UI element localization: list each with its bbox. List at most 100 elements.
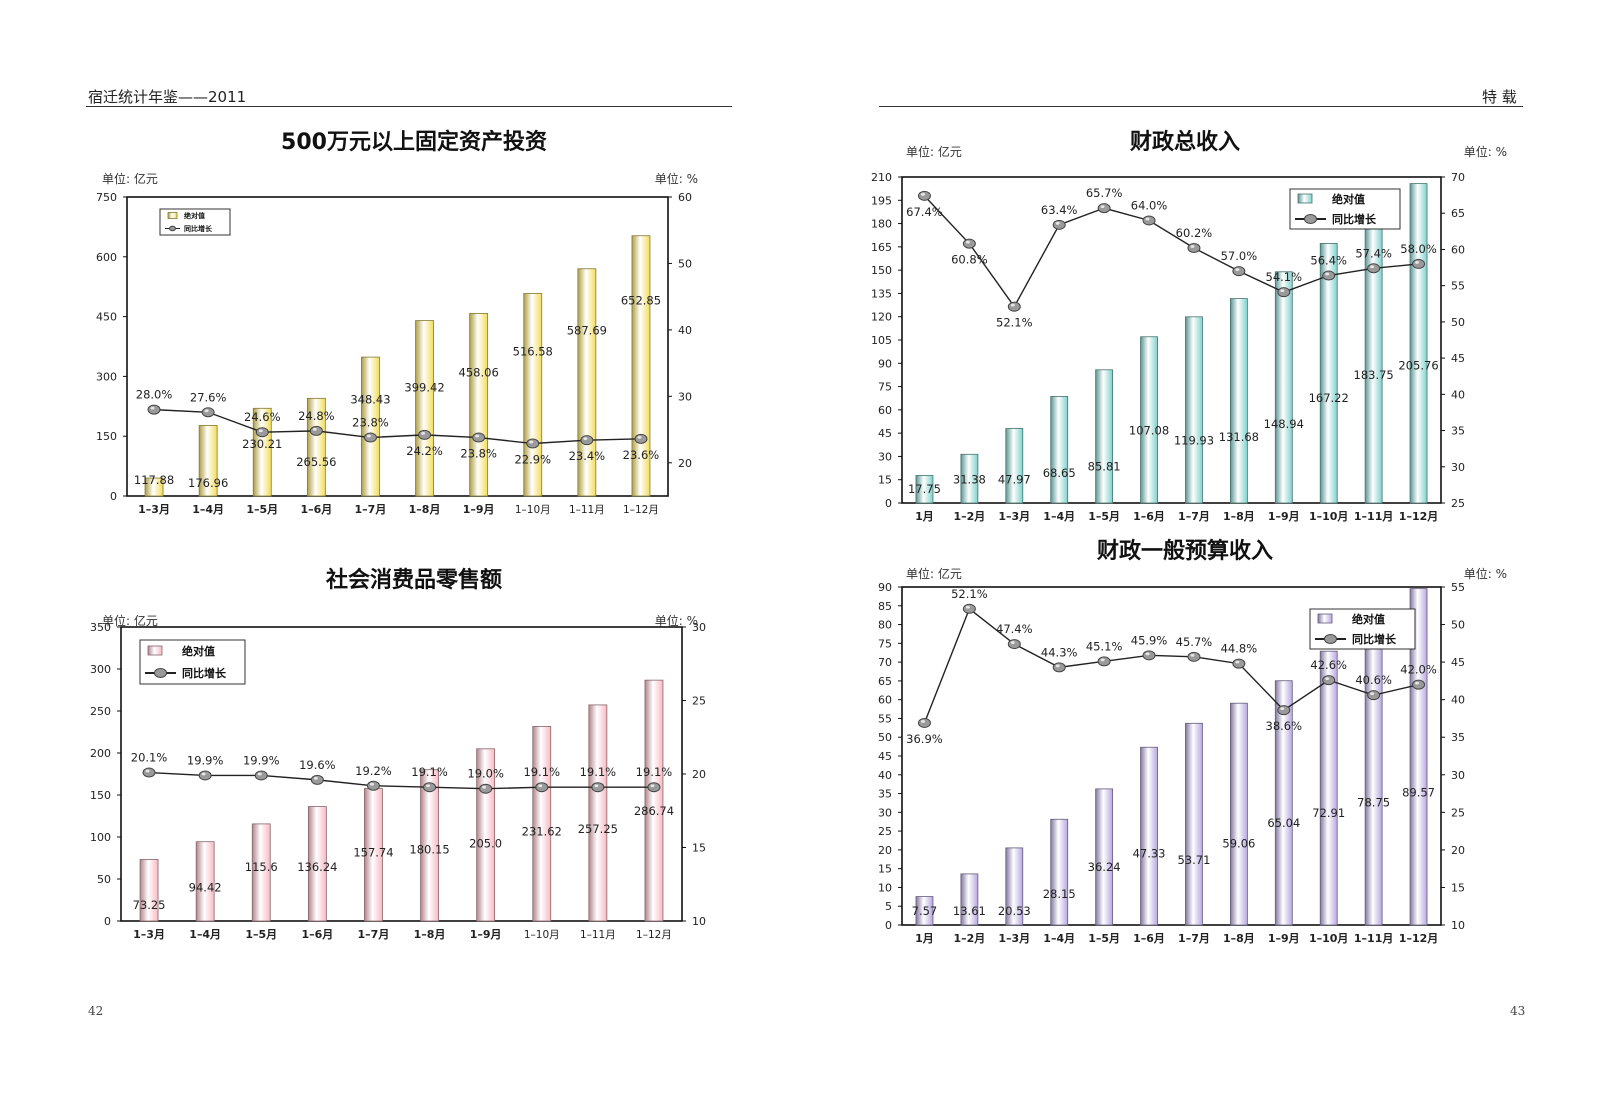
yoy-value-label: 44.8% <box>1221 642 1258 656</box>
yoy-value-label: 57.0% <box>1221 249 1258 263</box>
legend-yoy-label: 同比增长 <box>182 666 227 680</box>
left-axis-unit: 单位: 亿元 <box>906 566 962 581</box>
yoy-marker <box>1142 650 1156 661</box>
yoy-marker <box>1097 656 1111 667</box>
bar <box>420 769 439 922</box>
yoy-marker-highlight <box>145 769 150 773</box>
yoy-value-label: 19.1% <box>580 765 617 779</box>
x-category-label: 1–5月 <box>245 928 277 941</box>
yoy-marker-highlight <box>1370 265 1375 269</box>
right-tick-label: 60 <box>1451 243 1465 256</box>
x-category-label: 1–5月 <box>1088 510 1120 523</box>
left-tick-label: 15 <box>878 863 892 876</box>
x-category-label: 1月 <box>915 932 934 945</box>
bar <box>1319 243 1338 504</box>
yoy-value-label: 52.1% <box>996 316 1033 330</box>
yoy-marker-highlight <box>1415 261 1420 264</box>
yoy-marker <box>1187 651 1201 662</box>
plot-frame <box>126 196 669 497</box>
yoy-value-label: 19.1% <box>636 765 673 779</box>
bar <box>144 477 164 497</box>
bar-value-label: 516.58 <box>513 344 553 358</box>
yoy-value-label: 45.1% <box>1086 639 1123 653</box>
bar <box>1050 818 1069 926</box>
bar <box>306 397 326 497</box>
yoy-marker-highlight <box>257 772 262 776</box>
left-tick-label: 0 <box>885 497 892 510</box>
yoy-value-label: 19.9% <box>187 753 224 767</box>
bar <box>1229 298 1248 504</box>
yoy-value-label: 40.6% <box>1355 673 1392 687</box>
left-tick-label: 70 <box>878 656 892 669</box>
legend-bar-swatch <box>147 645 163 656</box>
left-tick-label: 210 <box>871 171 892 184</box>
x-category-label: 1–6月 <box>300 503 332 516</box>
bar-value-label: 89.57 <box>1402 786 1435 800</box>
chart-retail-sales: 社会消费品零售额 单位: 亿元 单位: % 0 50 100 150 200 250 300 350… <box>0 0 800 1099</box>
bar <box>1274 271 1293 504</box>
yoy-value-label: 63.4% <box>1041 203 1078 217</box>
legend-marker <box>1324 634 1337 644</box>
bar-value-label: 28.15 <box>1043 887 1076 901</box>
right-axis-unit: 单位: % <box>655 171 698 186</box>
x-category-label: 1–9月 <box>1268 932 1300 945</box>
bar-value-label: 68.65 <box>1043 466 1076 480</box>
yoy-marker-highlight <box>421 431 426 435</box>
yoy-marker-highlight <box>1145 217 1150 221</box>
yoy-value-label: 47.4% <box>996 622 1033 636</box>
bar-value-label: 20.53 <box>998 904 1031 918</box>
left-tick-label: 0 <box>104 915 111 928</box>
x-category-label: 1–5月 <box>1088 932 1120 945</box>
bar-value-label: 117.88 <box>134 473 174 487</box>
legend-yoy-label: 同比增长 <box>1352 632 1397 646</box>
yoy-value-label: 19.9% <box>243 753 280 767</box>
bar <box>195 841 215 922</box>
bar <box>631 235 651 497</box>
bar <box>415 320 434 497</box>
right-tick-label: 50 <box>1451 619 1465 632</box>
bar <box>1005 847 1024 926</box>
bar <box>1140 746 1158 926</box>
x-category-label: 1–3月 <box>133 928 165 941</box>
yoy-marker <box>1232 658 1246 669</box>
yoy-marker-highlight <box>594 784 599 788</box>
left-tick-label: 350 <box>90 621 111 634</box>
yoy-value-label: 58.0% <box>1400 242 1437 256</box>
bar-value-label: 59.06 <box>1222 836 1255 850</box>
yoy-marker-highlight <box>920 720 925 723</box>
yoy-value-label: 19.1% <box>523 765 560 779</box>
right-tick-label: 15 <box>1451 881 1465 894</box>
yoy-marker-highlight <box>650 784 655 788</box>
yoy-marker-highlight <box>965 240 970 244</box>
bar-value-label: 230.21 <box>242 437 282 451</box>
yoy-line <box>923 607 1419 724</box>
right-tick-label: 60 <box>678 191 692 204</box>
right-tick-label: 40 <box>1451 388 1465 401</box>
right-tick-label: 55 <box>1451 280 1465 293</box>
left-tick-label: 55 <box>878 712 892 725</box>
yoy-marker-highlight <box>258 429 263 433</box>
x-category-label: 1–11月 <box>580 929 616 941</box>
yoy-value-label: 45.9% <box>1131 633 1168 647</box>
bar-value-label: 78.75 <box>1357 796 1390 810</box>
yoy-line <box>154 408 641 445</box>
left-tick-label: 105 <box>871 334 892 347</box>
bar <box>532 726 552 922</box>
legend-abs-label: 绝对值 <box>184 211 205 220</box>
x-category-label: 1–3月 <box>998 510 1030 523</box>
yoy-marker-highlight <box>965 605 970 609</box>
right-tick-label: 20 <box>692 768 706 781</box>
yoy-value-label: 42.6% <box>1310 658 1347 672</box>
yoy-marker-highlight <box>583 437 588 441</box>
x-category-label: 1–2月 <box>953 932 985 945</box>
yoy-value-label: 23.4% <box>569 449 606 463</box>
left-axis-unit: 单位: 亿元 <box>906 144 962 159</box>
yoy-marker-highlight <box>1010 641 1015 644</box>
yoy-marker <box>1007 639 1021 650</box>
header-rule-left <box>86 106 732 107</box>
